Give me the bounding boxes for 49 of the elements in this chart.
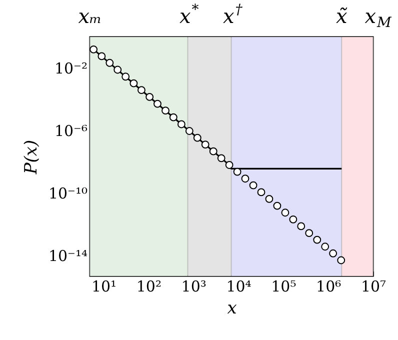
ref-line-label: x̃ (336, 4, 348, 28)
point (138, 86, 146, 94)
point (114, 66, 122, 74)
x-tick-label: 10⁵ (271, 278, 296, 296)
point (337, 256, 346, 264)
y-tick-label: 10⁻¹⁴ (48, 247, 88, 266)
y-tick-label: 10⁻¹⁰ (48, 184, 88, 203)
point (185, 127, 194, 135)
x-tick-label: 10³ (181, 278, 206, 296)
point (169, 113, 178, 122)
point (98, 52, 106, 60)
point (289, 215, 298, 224)
point (313, 236, 322, 244)
point (233, 168, 242, 176)
point (257, 188, 266, 196)
x-tick-label: 10⁷ (360, 278, 386, 296)
x-tick-label: 10⁶ (316, 278, 342, 296)
ref-line-label: xₘ (78, 4, 102, 28)
point (177, 120, 186, 128)
y-tick-label: 10⁻⁶ (54, 122, 88, 140)
x-tick-label: 10⁴ (226, 278, 252, 296)
ref-line-label: x† (223, 2, 244, 28)
point (122, 72, 130, 81)
y-axis-title: P(x) (21, 140, 42, 176)
x-axis-title: x (227, 298, 238, 318)
y-tick-label: 10⁻² (54, 60, 88, 78)
point (281, 208, 290, 217)
point (321, 242, 330, 251)
point (225, 161, 234, 169)
point (273, 202, 282, 210)
point (329, 249, 338, 258)
point (106, 58, 114, 67)
point (162, 106, 170, 115)
point (201, 140, 210, 149)
x-tick-label: 10² (136, 278, 162, 296)
point (265, 194, 274, 203)
point (130, 79, 138, 88)
point (146, 93, 154, 101)
point (90, 45, 98, 54)
point (249, 181, 258, 190)
point (241, 174, 250, 183)
point (305, 229, 314, 238)
point (209, 147, 218, 156)
point (193, 134, 202, 142)
x-tick-label: 10¹ (91, 278, 117, 296)
ref-line-label: x* (179, 2, 199, 28)
point (154, 100, 162, 108)
point (297, 222, 306, 230)
point (217, 154, 226, 162)
